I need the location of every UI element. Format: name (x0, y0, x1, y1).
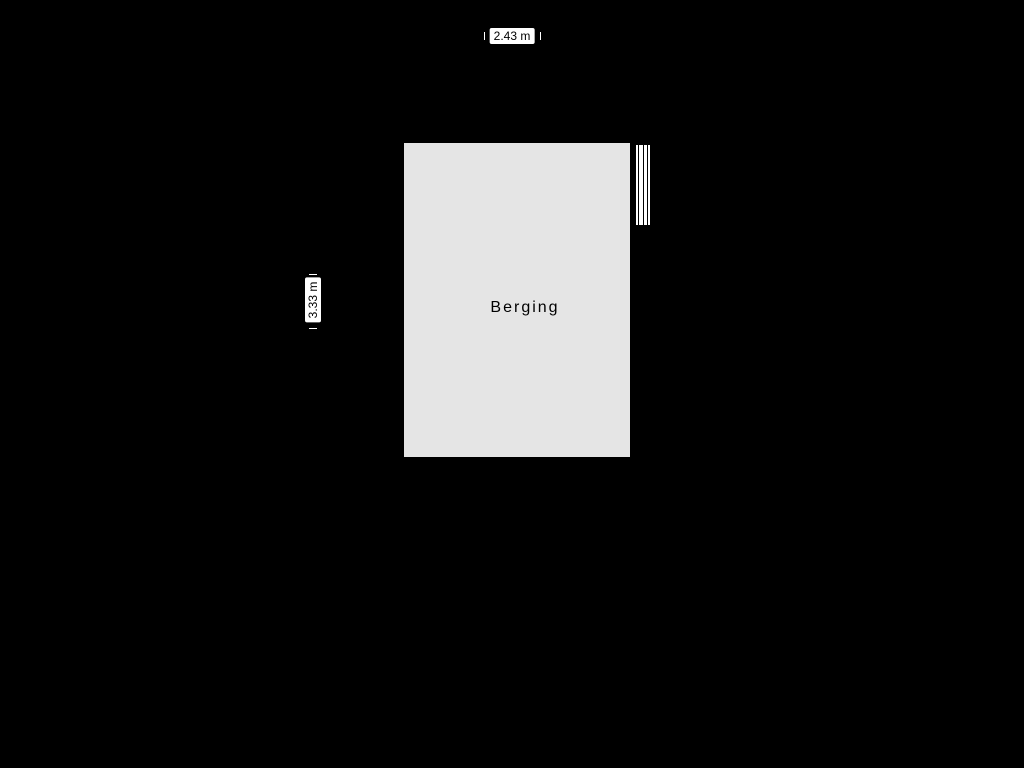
room-label: Berging (490, 299, 559, 317)
room-berging: Berging (396, 135, 638, 465)
dimension-height-label: 3.33 m (305, 278, 321, 323)
floorplan-canvas: Berging 2.43 m 3.33 m (0, 0, 1024, 768)
window-line (647, 145, 648, 225)
dim-tick (484, 32, 485, 40)
dimension-width-label: 2.43 m (490, 28, 535, 44)
dim-tick (309, 274, 317, 275)
window-line (638, 145, 639, 225)
dim-tick (540, 32, 541, 40)
window-line (643, 145, 644, 225)
dim-tick (309, 328, 317, 329)
window-right (636, 145, 650, 225)
